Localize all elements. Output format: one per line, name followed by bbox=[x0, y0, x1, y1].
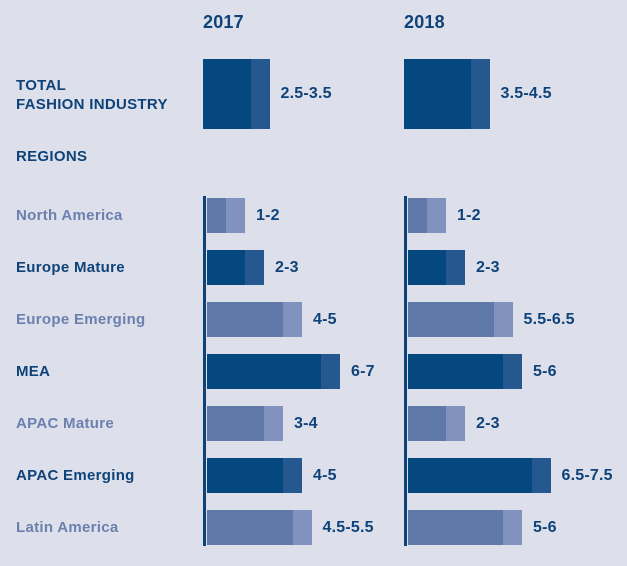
total-label-line1: TOTAL bbox=[16, 77, 67, 94]
total-label-line2: FASHION INDUSTRY bbox=[16, 96, 168, 113]
bar-latin-america-2017: 4.5-5.5 bbox=[207, 510, 374, 545]
bar-segment-solid bbox=[408, 354, 503, 389]
value-label: 5-6 bbox=[533, 518, 557, 536]
bar-apac-emerging-2017: 4-5 bbox=[207, 458, 337, 493]
bar-segment-tip bbox=[446, 406, 465, 441]
bar-segment-tip bbox=[264, 406, 283, 441]
year-header-2017: 2017 bbox=[203, 12, 244, 32]
value-label: 2-3 bbox=[476, 258, 500, 276]
bar-segment-solid bbox=[207, 250, 245, 285]
regions-section-heading: REGIONS bbox=[16, 148, 88, 165]
region-label-north-america: North America bbox=[16, 207, 123, 224]
bar-segment-tip bbox=[503, 354, 522, 389]
region-label-mea: MEA bbox=[16, 363, 51, 380]
bar-latin-america-2018: 5-6 bbox=[408, 510, 557, 545]
bar-europe-mature-2017: 2-3 bbox=[207, 250, 299, 285]
bar-segment-solid bbox=[207, 302, 283, 337]
bar-north-america-2018: 1-2 bbox=[408, 198, 481, 233]
bar-segment-solid bbox=[408, 458, 532, 493]
value-label: 1-2 bbox=[457, 206, 481, 224]
value-label: 5.5-6.5 bbox=[523, 310, 575, 328]
region-label-europe-emerging: Europe Emerging bbox=[16, 311, 146, 328]
bar-north-america-2017: 1-2 bbox=[207, 198, 280, 233]
total-bar-2018: 3.5-4.5 bbox=[404, 59, 552, 129]
bar-segment-solid bbox=[207, 198, 226, 233]
bar-segment-tip bbox=[283, 302, 302, 337]
bar-segment-tip bbox=[321, 354, 340, 389]
bar-segment-solid bbox=[408, 250, 446, 285]
bar-segment-tip bbox=[503, 510, 522, 545]
value-label: 4-5 bbox=[313, 310, 337, 328]
bar-mea-2018: 5-6 bbox=[408, 354, 557, 389]
bar-apac-emerging-2018: 6.5-7.5 bbox=[408, 458, 613, 493]
bar-segment-tip bbox=[283, 458, 302, 493]
bar-segment-solid bbox=[207, 406, 264, 441]
year-header-2018: 2018 bbox=[404, 12, 445, 32]
bar-segment-solid bbox=[408, 198, 427, 233]
value-label: 4-5 bbox=[313, 466, 337, 484]
bar-segment-tip bbox=[226, 198, 245, 233]
bar-segment-solid bbox=[207, 354, 321, 389]
value-label: 4.5-5.5 bbox=[322, 518, 374, 536]
bar-apac-mature-2018: 2-3 bbox=[408, 406, 500, 441]
region-label-apac-emerging: APAC Emerging bbox=[16, 467, 135, 484]
bar-segment-solid bbox=[207, 510, 293, 545]
value-label: 3.5-4.5 bbox=[500, 85, 552, 102]
bar-segment-tip bbox=[446, 250, 465, 285]
bar-segment-tip bbox=[245, 250, 264, 285]
bar-europe-emerging-2018: 5.5-6.5 bbox=[408, 302, 575, 337]
bar-segment-tip bbox=[427, 198, 446, 233]
value-label: 2-3 bbox=[476, 414, 500, 432]
bar-segment-solid bbox=[404, 59, 471, 129]
region-label-latin-america: Latin America bbox=[16, 519, 119, 536]
total-row-label: TOTAL FASHION INDUSTRY bbox=[16, 76, 168, 114]
bar-segment-solid bbox=[203, 59, 251, 129]
value-label: 1-2 bbox=[256, 206, 280, 224]
region-label-apac-mature: APAC Mature bbox=[16, 415, 115, 432]
axis-line-2018 bbox=[404, 196, 407, 546]
bar-segment-tip bbox=[292, 510, 312, 545]
bar-segment-tip bbox=[531, 458, 551, 493]
value-label: 3-4 bbox=[294, 414, 318, 432]
bar-segment-tip bbox=[493, 302, 513, 337]
region-label-europe-mature: Europe Mature bbox=[16, 259, 125, 276]
bar-europe-mature-2018: 2-3 bbox=[408, 250, 500, 285]
bar-segment-solid bbox=[408, 302, 494, 337]
value-label: 6.5-7.5 bbox=[561, 466, 613, 484]
value-label: 5-6 bbox=[533, 362, 557, 380]
value-label: 6-7 bbox=[351, 362, 375, 380]
value-label: 2-3 bbox=[275, 258, 299, 276]
bar-europe-emerging-2017: 4-5 bbox=[207, 302, 337, 337]
value-label: 2.5-3.5 bbox=[280, 85, 332, 102]
bar-segment-solid bbox=[207, 458, 283, 493]
bar-segment-tip bbox=[250, 59, 270, 129]
bar-segment-tip bbox=[470, 59, 490, 129]
axis-line-2017 bbox=[203, 196, 206, 546]
bar-segment-solid bbox=[408, 510, 503, 545]
bar-mea-2017: 6-7 bbox=[207, 354, 375, 389]
bar-apac-mature-2017: 3-4 bbox=[207, 406, 318, 441]
bar-segment-solid bbox=[408, 406, 446, 441]
total-bar-2017: 2.5-3.5 bbox=[203, 59, 332, 129]
